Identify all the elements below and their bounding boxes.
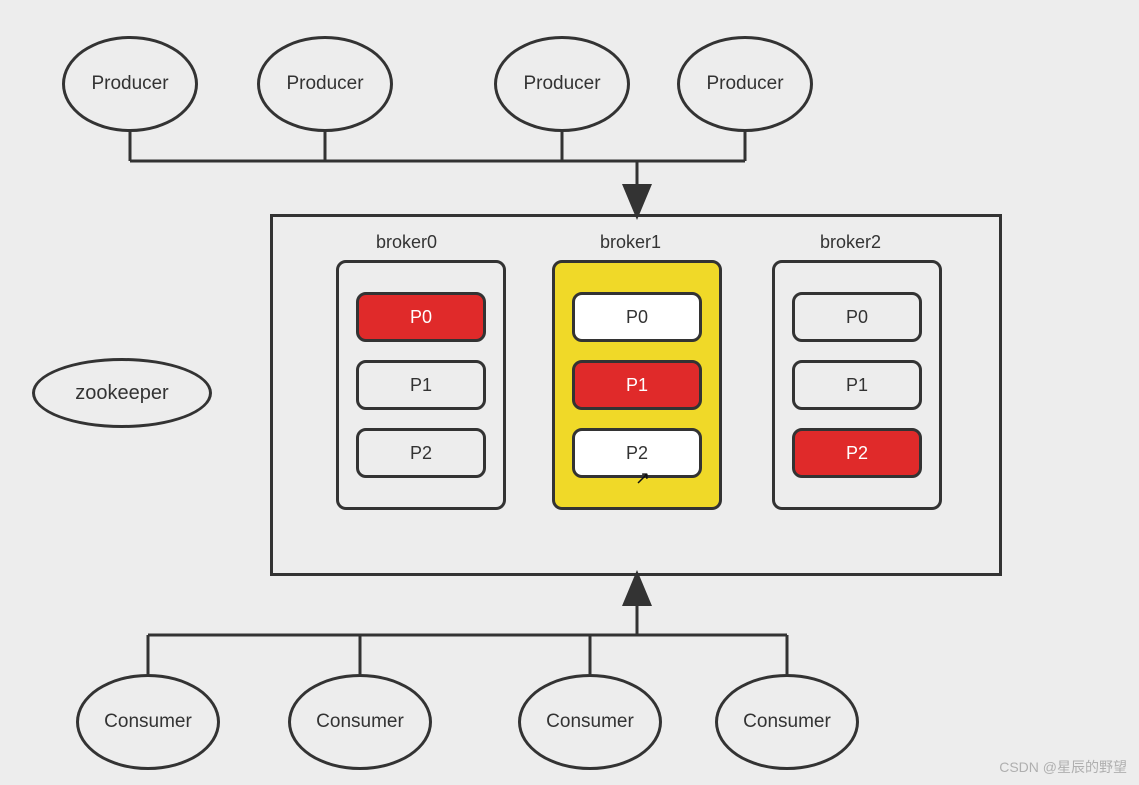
producer-label: Producer xyxy=(706,73,783,95)
producer-label: Producer xyxy=(523,73,600,95)
partition-label: P2 xyxy=(626,443,648,464)
partition-label: P1 xyxy=(410,375,432,396)
producer-node: Producer xyxy=(494,36,630,132)
producer-node: Producer xyxy=(62,36,198,132)
partition-label: P0 xyxy=(626,307,648,328)
partition-label: P1 xyxy=(846,375,868,396)
producer-label: Producer xyxy=(91,73,168,95)
consumer-label: Consumer xyxy=(743,711,831,733)
consumer-node: Consumer xyxy=(518,674,662,770)
producer-node: Producer xyxy=(257,36,393,132)
partition-cell: P1 xyxy=(572,360,702,410)
broker-label: broker1 xyxy=(600,232,661,253)
broker-label: broker0 xyxy=(376,232,437,253)
zookeeper-node: zookeeper xyxy=(32,358,212,428)
partition-label: P1 xyxy=(626,375,648,396)
partition-cell: P1 xyxy=(356,360,486,410)
partition-cell: P2 xyxy=(792,428,922,478)
partition-cell: P0 xyxy=(356,292,486,342)
consumer-node: Consumer xyxy=(76,674,220,770)
consumer-node: Consumer xyxy=(715,674,859,770)
consumer-node: Consumer xyxy=(288,674,432,770)
partition-cell: P0 xyxy=(792,292,922,342)
partition-cell: P1 xyxy=(792,360,922,410)
zookeeper-label: zookeeper xyxy=(75,382,168,405)
producer-label: Producer xyxy=(286,73,363,95)
broker-box: P0 P1 P2 xyxy=(552,260,722,510)
broker-box: P0 P1 P2 xyxy=(336,260,506,510)
partition-cell: P2 xyxy=(572,428,702,478)
partition-cell: P2 xyxy=(356,428,486,478)
partition-label: P0 xyxy=(410,307,432,328)
consumer-label: Consumer xyxy=(546,711,634,733)
broker-label: broker2 xyxy=(820,232,881,253)
partition-label: P2 xyxy=(846,443,868,464)
consumer-label: Consumer xyxy=(316,711,404,733)
partition-label: P2 xyxy=(410,443,432,464)
consumer-label: Consumer xyxy=(104,711,192,733)
watermark-text: CSDN @星辰的野望 xyxy=(999,757,1127,777)
producer-node: Producer xyxy=(677,36,813,132)
partition-label: P0 xyxy=(846,307,868,328)
partition-cell: P0 xyxy=(572,292,702,342)
broker-box: P0 P1 P2 xyxy=(772,260,942,510)
